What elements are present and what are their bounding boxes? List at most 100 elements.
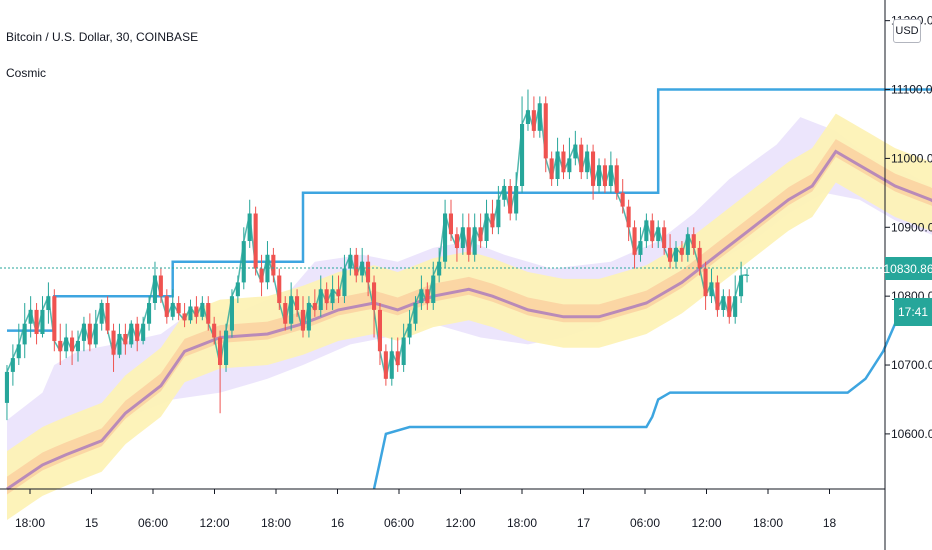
candle	[200, 296, 205, 321]
candle	[170, 289, 175, 321]
candle-body	[448, 213, 453, 235]
candle	[395, 337, 400, 372]
candle-body	[58, 340, 63, 352]
candle	[632, 220, 637, 269]
candle	[525, 89, 530, 131]
candle	[597, 158, 602, 193]
candle	[348, 247, 353, 276]
candle-body	[158, 275, 163, 297]
candle	[401, 323, 406, 372]
candle	[81, 316, 86, 352]
candle	[407, 309, 412, 345]
candle-body	[650, 220, 655, 242]
candle-body	[656, 227, 661, 242]
candle	[194, 296, 199, 324]
candle-body	[141, 323, 146, 341]
candle	[437, 247, 442, 283]
candle	[709, 268, 714, 304]
candle	[70, 330, 75, 366]
candle-body	[490, 213, 495, 228]
candle-body	[70, 337, 75, 352]
time-tick-label: 15	[85, 516, 99, 530]
candle-body	[212, 323, 217, 338]
candle-body	[709, 282, 714, 297]
candle-body	[129, 323, 134, 345]
candle-body	[253, 213, 258, 269]
time-axis[interactable]: 18:00 15 06:00 12:00 18:00 16 06:00 12:00 18:00 1…	[15, 489, 837, 530]
candle-body	[685, 234, 690, 255]
candle	[58, 323, 63, 366]
candle-body	[300, 309, 305, 331]
candle-body	[431, 275, 436, 303]
candle-body	[259, 268, 264, 283]
price-axis[interactable]: 10600.0010700.0010800.0010900.0011000.00…	[885, 14, 932, 441]
candle-body	[229, 296, 234, 331]
candle-body	[585, 151, 590, 173]
candle	[129, 320, 134, 348]
symbol-title: Bitcoin / U.S. Dollar, 30, COINBASE	[6, 30, 199, 44]
indicator-name[interactable]: Cosmic	[6, 66, 47, 80]
price-tick-label: 10900.00	[891, 220, 932, 234]
candle-body	[632, 227, 637, 255]
candle-body	[484, 213, 489, 241]
candle	[478, 213, 483, 248]
candle-body	[443, 213, 448, 262]
candle	[46, 282, 51, 324]
candle-body	[247, 213, 252, 241]
candle-body	[739, 275, 744, 297]
candle-body	[466, 227, 471, 255]
candle	[585, 144, 590, 180]
candle-body	[514, 186, 519, 214]
candle	[715, 275, 720, 317]
candle-body	[401, 337, 406, 365]
candle-body	[733, 296, 738, 317]
candle	[549, 151, 554, 186]
candle	[591, 144, 596, 200]
candle-body	[508, 186, 513, 214]
candle	[336, 275, 341, 304]
candle	[668, 234, 673, 269]
candle	[188, 299, 193, 324]
time-tick-label: 18:00	[753, 516, 783, 530]
price-tick-label: 10600.00	[891, 427, 932, 441]
candle	[484, 199, 489, 248]
currency-button[interactable]: USD	[893, 19, 921, 43]
candle-body	[135, 323, 140, 341]
candle	[685, 227, 690, 262]
candle	[265, 241, 270, 290]
candle	[111, 323, 116, 372]
candle-body	[123, 334, 128, 345]
candle-body	[87, 323, 92, 345]
candle-body	[549, 158, 554, 180]
candle	[419, 275, 424, 310]
candle-body	[4, 371, 9, 403]
candle	[105, 296, 110, 335]
candle	[620, 179, 625, 214]
candle	[454, 227, 459, 262]
time-tick-label: 18:00	[261, 516, 291, 530]
time-tick-label: 12:00	[691, 516, 721, 530]
candle-body	[608, 165, 613, 186]
candle	[543, 96, 548, 173]
time-tick-label: 18	[823, 516, 837, 530]
candle	[650, 213, 655, 248]
candle-body	[64, 337, 69, 352]
candle	[383, 344, 388, 386]
candle	[502, 179, 507, 207]
candle	[697, 241, 702, 276]
candle-body	[52, 296, 57, 341]
candle-body	[354, 254, 359, 276]
candle	[176, 296, 181, 321]
candle-body	[668, 247, 673, 262]
candle	[691, 227, 696, 255]
candle	[537, 96, 542, 138]
candle-body	[330, 289, 335, 304]
candle	[531, 96, 536, 138]
candle	[366, 254, 371, 297]
candle-body	[620, 192, 625, 207]
candle	[330, 275, 335, 310]
price-tick-label: 11100.00	[891, 83, 932, 97]
candle-body	[318, 289, 323, 310]
candle	[466, 213, 471, 262]
